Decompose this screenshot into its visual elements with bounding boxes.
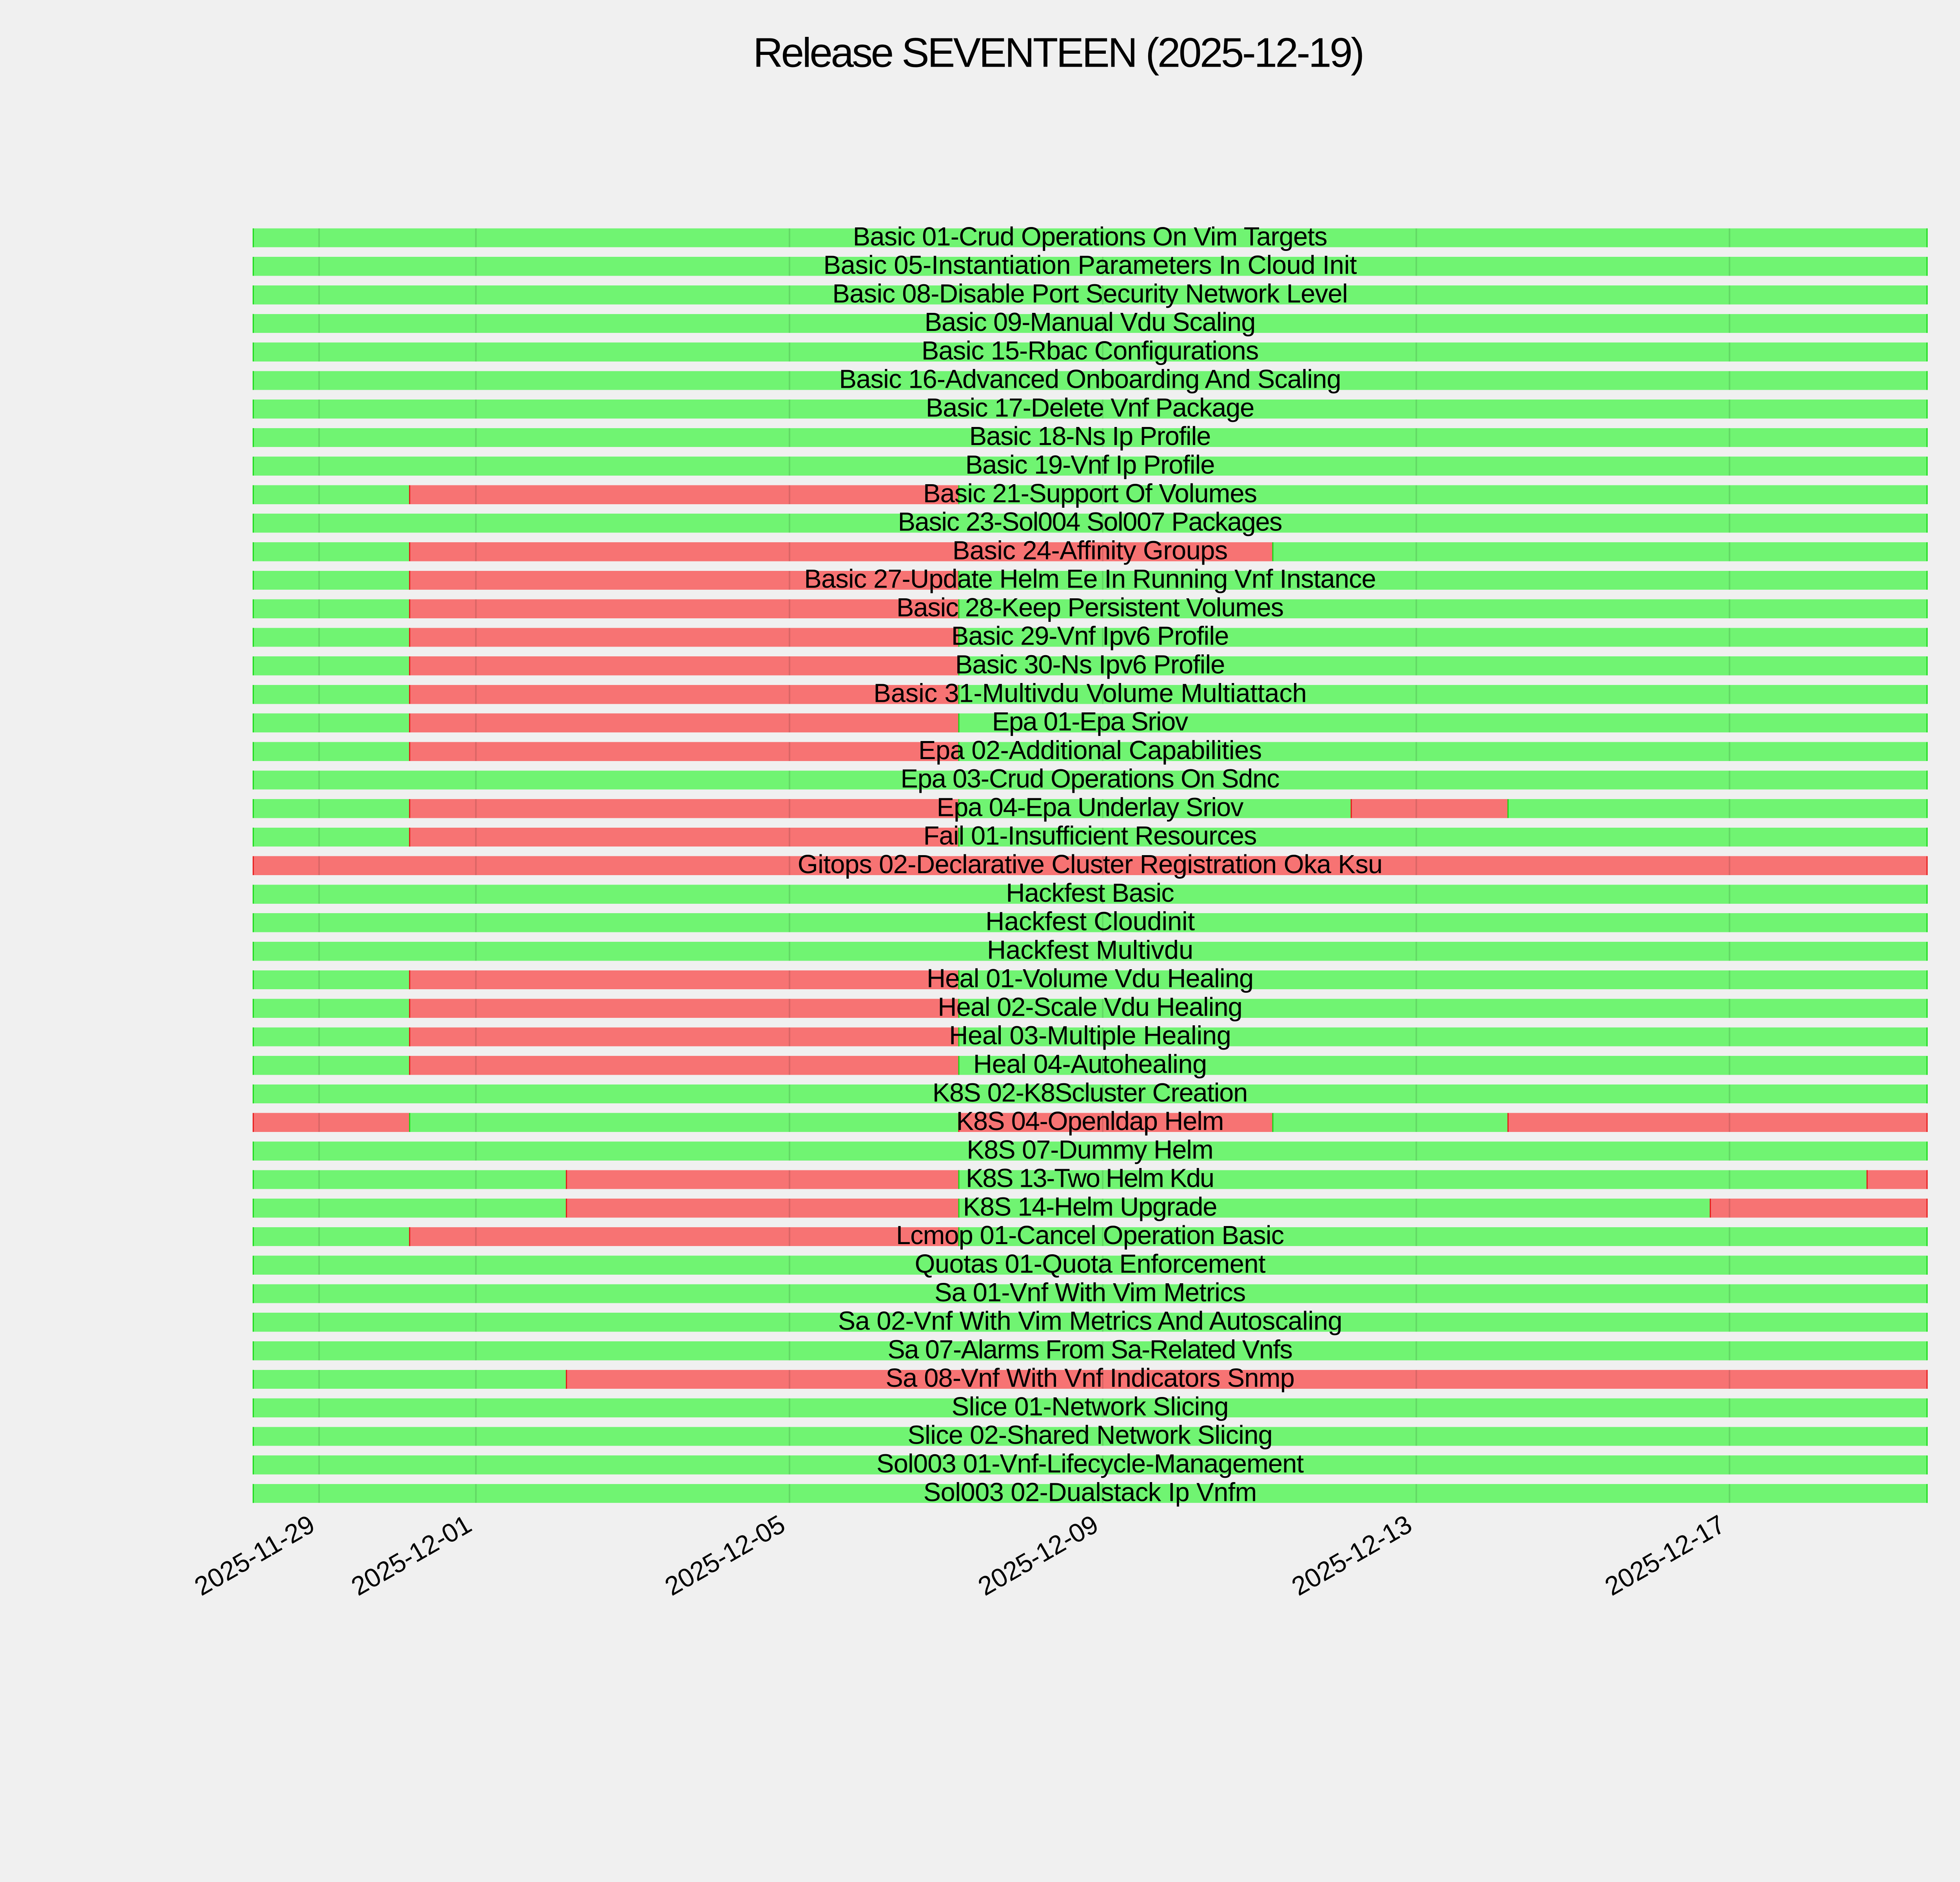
svg-text:Heal 02-Scale Vdu Healing: Heal 02-Scale Vdu Healing <box>938 992 1243 1022</box>
svg-text:Sol003 02-Dualstack Ip Vnfm: Sol003 02-Dualstack Ip Vnfm <box>924 1477 1257 1507</box>
svg-text:Basic 18-Ns Ip Profile: Basic 18-Ns Ip Profile <box>969 421 1211 451</box>
svg-text:Basic 21-Support Of Volumes: Basic 21-Support Of Volumes <box>923 479 1257 508</box>
svg-text:Fail 01-Insufficient Resources: Fail 01-Insufficient Resources <box>924 821 1257 850</box>
svg-text:Quotas 01-Quota Enforcement: Quotas 01-Quota Enforcement <box>915 1249 1266 1279</box>
svg-text:Heal 04-Autohealing: Heal 04-Autohealing <box>973 1050 1207 1079</box>
svg-text:Basic 29-Vnf Ipv6 Profile: Basic 29-Vnf Ipv6 Profile <box>951 621 1229 651</box>
svg-text:Basic 17-Delete Vnf Package: Basic 17-Delete Vnf Package <box>926 393 1255 423</box>
svg-text:Basic 16-Advanced Onboarding A: Basic 16-Advanced Onboarding And Scaling <box>839 365 1341 394</box>
svg-text:Basic 24-Affinity Groups: Basic 24-Affinity Groups <box>953 536 1228 565</box>
svg-text:Basic 08-Disable Port Security: Basic 08-Disable Port Security Network L… <box>832 279 1348 308</box>
svg-text:Slice 01-Network Slicing: Slice 01-Network Slicing <box>951 1392 1229 1421</box>
svg-text:Sa 08-Vnf With Vnf Indicators: Sa 08-Vnf With Vnf Indicators Snmp <box>886 1363 1295 1393</box>
svg-text:K8S 14-Helm Upgrade: K8S 14-Helm Upgrade <box>963 1192 1218 1221</box>
svg-text:Sol003 01-Vnf-Lifecycle-Manage: Sol003 01-Vnf-Lifecycle-Management <box>877 1449 1304 1479</box>
svg-text:Epa 04-Epa Underlay Sriov: Epa 04-Epa Underlay Sriov <box>937 792 1244 822</box>
svg-text:Heal 01-Volume Vdu Healing: Heal 01-Volume Vdu Healing <box>927 964 1254 993</box>
svg-text:Heal 03-Multiple Healing: Heal 03-Multiple Healing <box>949 1021 1231 1050</box>
svg-text:Release SEVENTEEN (2025-12-19): Release SEVENTEEN (2025-12-19) <box>753 30 1365 76</box>
svg-text:K8S 13-Two Helm Kdu: K8S 13-Two Helm Kdu <box>966 1164 1214 1193</box>
svg-text:Gitops 02-Declarative Cluster: Gitops 02-Declarative Cluster Registrati… <box>798 850 1383 879</box>
svg-text:Hackfest Cloudinit: Hackfest Cloudinit <box>985 907 1195 936</box>
svg-text:Epa 02-Additional Capabilities: Epa 02-Additional Capabilities <box>918 736 1262 765</box>
svg-text:Basic 19-Vnf Ip Profile: Basic 19-Vnf Ip Profile <box>965 450 1215 480</box>
svg-text:Basic 05-Instantiation Paramet: Basic 05-Instantiation Parameters In Clo… <box>824 251 1357 280</box>
svg-text:Sa 07-Alarms From Sa-Related V: Sa 07-Alarms From Sa-Related Vnfs <box>887 1335 1293 1364</box>
svg-text:K8S 04-Openldap Helm: K8S 04-Openldap Helm <box>956 1106 1224 1136</box>
svg-text:Basic 09-Manual Vdu Scaling: Basic 09-Manual Vdu Scaling <box>925 307 1256 337</box>
svg-text:Sa 01-Vnf With Vim Metrics: Sa 01-Vnf With Vim Metrics <box>935 1278 1246 1307</box>
svg-text:K8S 02-K8Scluster Creation: K8S 02-K8Scluster Creation <box>933 1078 1248 1107</box>
svg-text:Basic 27-Update Helm Ee In Run: Basic 27-Update Helm Ee In Running Vnf I… <box>804 564 1376 594</box>
svg-text:Basic 31-Multivdu Volume Multi: Basic 31-Multivdu Volume Multiattach <box>873 678 1307 708</box>
svg-text:Hackfest Basic: Hackfest Basic <box>1006 878 1174 908</box>
svg-text:Basic 23-Sol004 Sol007 Package: Basic 23-Sol004 Sol007 Packages <box>898 507 1283 537</box>
svg-text:Basic 30-Ns Ipv6 Profile: Basic 30-Ns Ipv6 Profile <box>955 650 1225 679</box>
svg-text:Hackfest Multivdu: Hackfest Multivdu <box>987 935 1193 965</box>
svg-text:Epa 03-Crud Operations On Sdnc: Epa 03-Crud Operations On Sdnc <box>900 764 1279 794</box>
svg-text:Epa 01-Epa Sriov: Epa 01-Epa Sriov <box>992 707 1189 736</box>
svg-text:Basic 01-Crud Operations On Vi: Basic 01-Crud Operations On Vim Targets <box>853 222 1328 251</box>
svg-text:Sa 02-Vnf With Vim Metrics And: Sa 02-Vnf With Vim Metrics And Autoscali… <box>838 1306 1343 1336</box>
svg-text:Slice 02-Shared Network Slicin: Slice 02-Shared Network Slicing <box>907 1421 1273 1450</box>
svg-text:Basic 15-Rbac Configurations: Basic 15-Rbac Configurations <box>922 336 1259 365</box>
svg-text:K8S 07-Dummy Helm: K8S 07-Dummy Helm <box>967 1135 1213 1164</box>
svg-text:Lcmop 01-Cancel Operation Basi: Lcmop 01-Cancel Operation Basic <box>896 1221 1284 1250</box>
svg-text:Basic 28-Keep Persistent Volum: Basic 28-Keep Persistent Volumes <box>897 593 1284 622</box>
